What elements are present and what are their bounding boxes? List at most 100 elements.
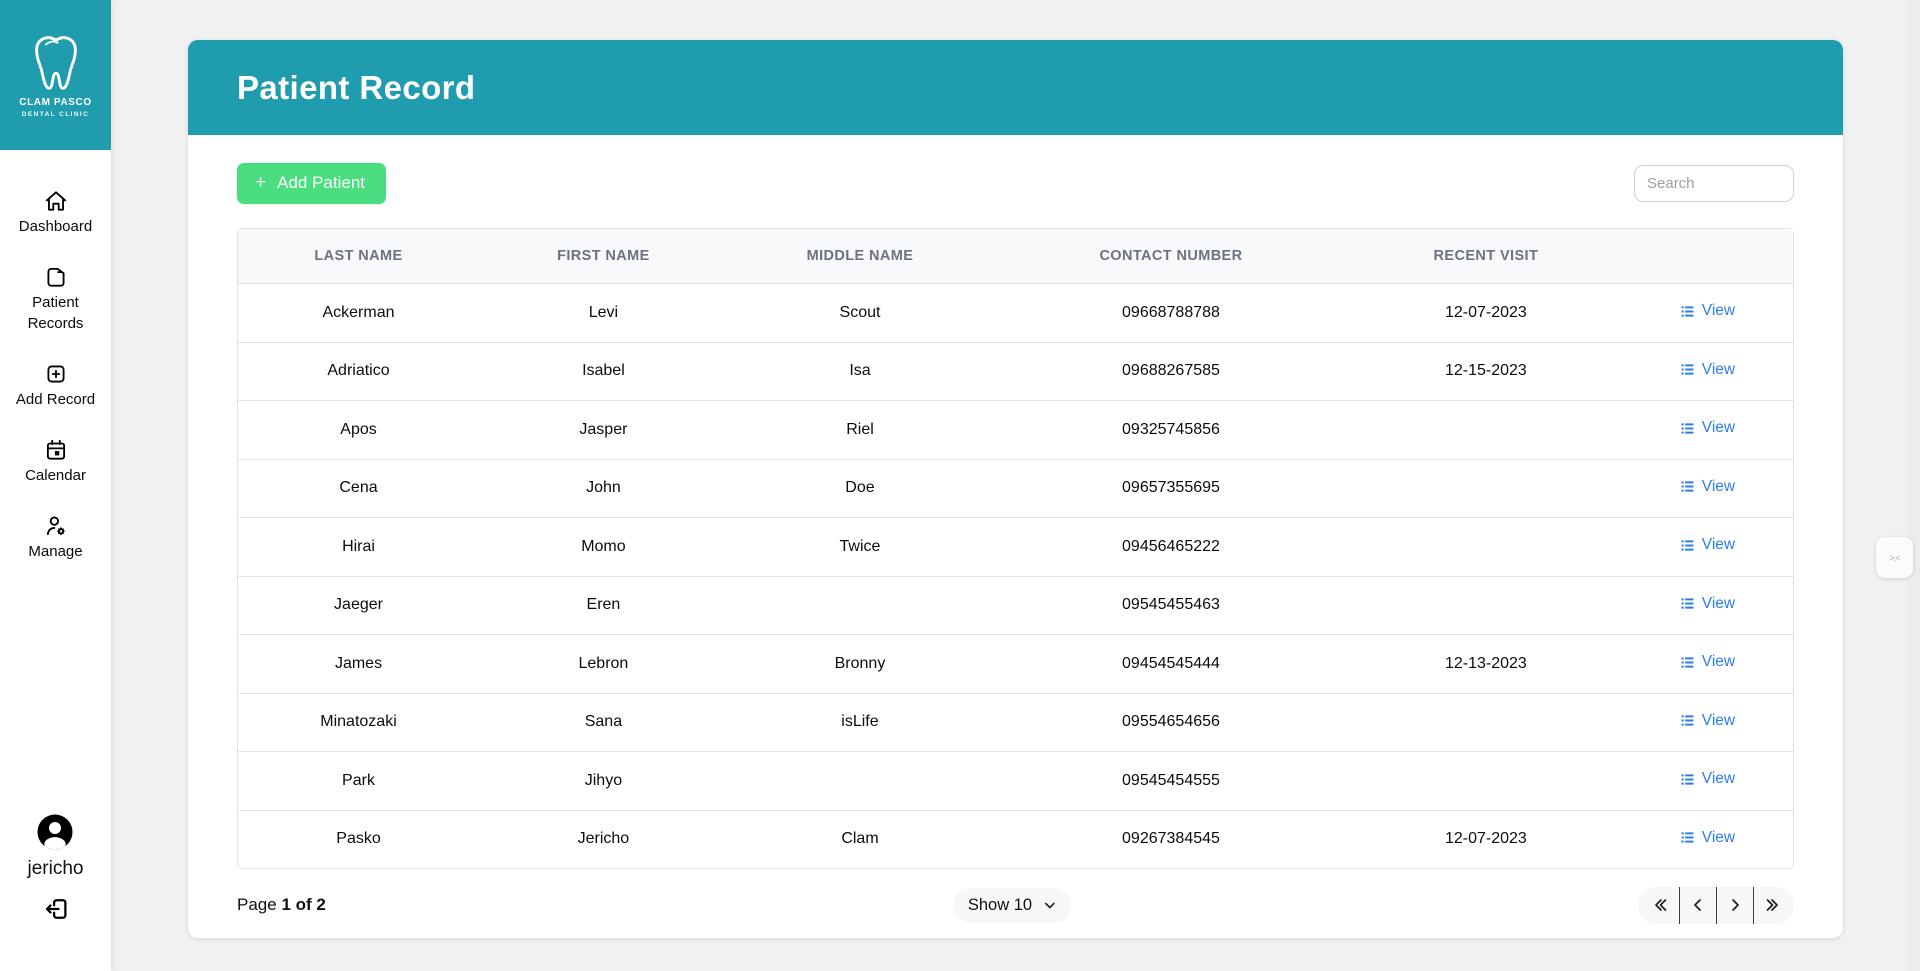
pagination-prev-button[interactable]: [1679, 886, 1716, 924]
cell-last-name: Adriatico: [238, 343, 480, 401]
view-label: View: [1701, 828, 1736, 846]
sidebar-item-dashboard[interactable]: Dashboard: [8, 188, 104, 237]
view-button[interactable]: View: [1680, 770, 1735, 788]
cell-first-name: Jericho: [577, 830, 630, 848]
cell-recent-visit: [1349, 577, 1622, 635]
calendar-icon: [46, 439, 65, 460]
chevron-down-icon: [1044, 902, 1055, 908]
sidebar: CLAM PASCO DENTAL CLINIC Dashboard Patie…: [0, 0, 111, 971]
cell-first-name: John: [479, 460, 728, 518]
view-label: View: [1701, 302, 1736, 319]
view-button[interactable]: View: [1680, 536, 1735, 554]
view-label: View: [1701, 419, 1736, 436]
cell-last-name: James: [238, 635, 480, 694]
cell-recent-visit: [1349, 460, 1622, 518]
cell-contact-number: 09657355695: [992, 460, 1350, 518]
view-button[interactable]: View: [1680, 302, 1735, 320]
page-title: Patient Record: [237, 68, 476, 106]
sidebar-item-label: Add Record: [15, 390, 96, 408]
logout-button[interactable]: [41, 894, 71, 929]
sidebar-item-calendar[interactable]: Calendar: [8, 437, 104, 486]
sidebar-item-patient-records[interactable]: Patient Records: [8, 264, 104, 334]
page-label: Page: [237, 895, 277, 914]
view-button[interactable]: View: [1680, 653, 1735, 671]
cell-last-name: Jaeger: [238, 577, 480, 635]
view-button[interactable]: View: [1680, 712, 1735, 730]
logout-icon: [45, 899, 66, 919]
add-patient-button[interactable]: + Add Patient: [237, 163, 387, 204]
view-button[interactable]: View: [1680, 829, 1735, 847]
table-row: Adriatico Isabel Isa 09688267585 12-15-2…: [238, 343, 1793, 401]
toolbar: + Add Patient: [237, 163, 1794, 204]
cell-last-name: Minatozaki: [238, 694, 480, 752]
cell-recent-visit: [1349, 518, 1622, 577]
cell-middle-name: Scout: [727, 284, 993, 343]
list-icon: [1681, 656, 1694, 668]
cell-middle-name: [727, 752, 993, 811]
cell-recent-visit: 12-15-2023: [1349, 343, 1622, 401]
sidebar-item-manage[interactable]: Manage: [8, 513, 104, 562]
table-row: Cena John Doe 09657355695: [238, 460, 1793, 518]
column-actions: [1621, 229, 1793, 284]
column-recent-visit: RECENT VISIT: [1349, 229, 1622, 284]
home-icon: [45, 191, 66, 211]
cell-first-name: Isabel: [479, 343, 728, 401]
view-button[interactable]: View: [1680, 478, 1735, 496]
double-chevron-right-icon: [1766, 899, 1778, 911]
clinic-logo[interactable]: CLAM PASCO DENTAL CLINIC: [0, 0, 111, 150]
list-icon: [1681, 481, 1694, 492]
cell-recent-visit: [1349, 694, 1622, 752]
view-button[interactable]: View: [1680, 361, 1735, 379]
cell-contact-number: 09267384545: [1122, 830, 1220, 848]
browser-extension-widget[interactable]: >.<: [1876, 537, 1913, 578]
cell-recent-visit: [1349, 401, 1622, 460]
cell-middle-name: Clam: [841, 830, 879, 848]
column-contact-number: CONTACT NUMBER: [992, 229, 1350, 284]
view-label: View: [1701, 653, 1736, 670]
table-row: Apos Jasper Riel 09325745856: [238, 401, 1793, 460]
cell-first-name: Levi: [479, 284, 728, 343]
table-row: Park Jihyo 09545454555: [238, 752, 1793, 811]
cell-middle-name: [727, 577, 993, 635]
patient-table-header: LAST NAME FIRST NAME MIDDLE NAME CONTACT…: [238, 229, 1793, 284]
cell-middle-name: Doe: [727, 460, 993, 518]
list-icon: [1681, 305, 1694, 317]
pagination: [1638, 886, 1794, 924]
view-button[interactable]: View: [1680, 595, 1735, 613]
list-icon: [1681, 364, 1694, 375]
sidebar-item-label: Calendar: [25, 467, 86, 484]
view-button[interactable]: View: [1680, 419, 1735, 437]
cell-last-name: Cena: [238, 460, 480, 518]
cell-first-name: Sana: [479, 694, 728, 752]
cell-last-name: Ackerman: [238, 284, 480, 343]
sidebar-item-add-record[interactable]: Add Record: [8, 361, 104, 410]
page-indicator: Page 1 of 2: [237, 895, 326, 915]
search-input[interactable]: [1634, 165, 1794, 202]
cell-contact-number: 09554654656: [992, 694, 1350, 752]
view-label: View: [1701, 594, 1736, 612]
show-label: Show 10: [967, 895, 1033, 914]
patient-table-body: Ackerman Levi Scout 09668788788 12-07-20…: [238, 284, 1793, 868]
page-value: 1 of 2: [281, 895, 326, 914]
sidebar-item-label: Manage: [28, 543, 83, 561]
pagination-next-button[interactable]: [1716, 886, 1753, 924]
page-scrollbar[interactable]: [1907, 0, 1920, 971]
cell-last-name: Apos: [238, 401, 480, 460]
chevron-left-icon: [1694, 899, 1701, 911]
pagination-first-button[interactable]: [1642, 887, 1679, 924]
view-label: View: [1701, 360, 1736, 378]
extension-face-label: >.<: [1889, 552, 1900, 563]
cell-first-name: Jihyo: [479, 752, 728, 811]
chevron-right-icon: [1732, 899, 1739, 911]
cell-middle-name: Bronny: [727, 635, 993, 694]
cell-contact-number: 09688267585: [992, 343, 1350, 401]
cell-first-name: Jasper: [479, 401, 728, 460]
add-record-icon: [46, 365, 65, 383]
pagination-last-button[interactable]: [1753, 886, 1790, 924]
cell-recent-visit: [1349, 752, 1622, 811]
brand-subtitle: DENTAL CLINIC: [21, 111, 90, 118]
user-profile[interactable]: jericho: [28, 812, 83, 880]
show-per-page-select[interactable]: Show 10: [952, 887, 1072, 923]
avatar-icon: [37, 814, 73, 850]
cell-last-name: Pasko: [336, 830, 381, 848]
